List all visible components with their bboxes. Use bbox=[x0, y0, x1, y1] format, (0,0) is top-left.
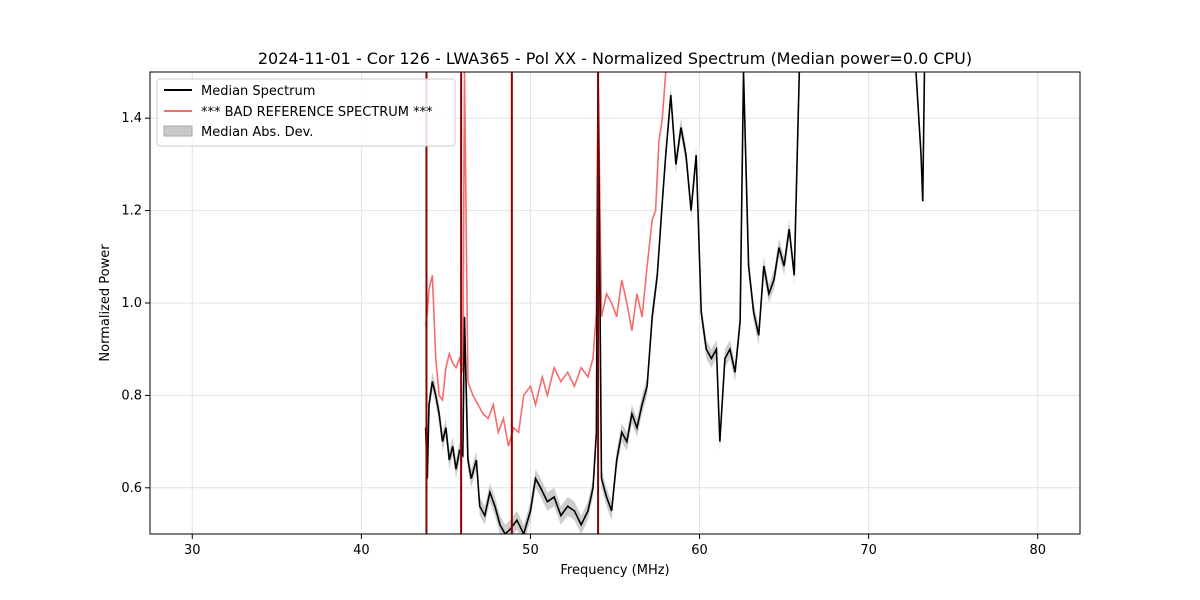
x-tick-label: 80 bbox=[1029, 543, 1046, 558]
x-tick-label: 50 bbox=[522, 543, 539, 558]
x-axis: 30 40 50 60 70 80 bbox=[184, 534, 1046, 558]
x-tick-label: 30 bbox=[184, 543, 201, 558]
y-tick-label: 1.0 bbox=[121, 296, 142, 311]
plot-area bbox=[424, 72, 926, 534]
median-spectrum-line bbox=[424, 72, 801, 534]
legend-box bbox=[156, 78, 456, 147]
y-axis-label: Normalized Power bbox=[98, 244, 113, 362]
y-tick-label: 0.8 bbox=[121, 388, 142, 403]
legend-mad-label: Median Abs. Dev. bbox=[201, 125, 313, 140]
y-axis: 0.6 0.8 1.0 1.2 1.4 bbox=[121, 111, 150, 496]
grid-lines bbox=[150, 72, 1080, 534]
x-tick-label: 40 bbox=[353, 543, 370, 558]
y-tick-label: 1.4 bbox=[121, 111, 142, 126]
median-spectrum-dip bbox=[915, 72, 926, 202]
x-tick-label: 70 bbox=[860, 543, 877, 558]
legend-mad-swatch bbox=[163, 125, 193, 137]
chart-title: 2024-11-01 - Cor 126 - LWA365 - Pol XX -… bbox=[258, 49, 972, 68]
x-tick-label: 60 bbox=[691, 543, 708, 558]
y-tick-label: 1.2 bbox=[121, 204, 142, 219]
y-tick-label: 0.6 bbox=[121, 481, 142, 496]
x-axis-label: Frequency (MHz) bbox=[560, 563, 669, 578]
legend-median-label: Median Spectrum bbox=[201, 84, 315, 99]
reference-spectrum-line bbox=[424, 72, 667, 447]
legend-reference-label: *** BAD REFERENCE SPECTRUM *** bbox=[201, 105, 433, 120]
legend: Median Spectrum *** BAD REFERENCE SPECTR… bbox=[156, 78, 456, 147]
